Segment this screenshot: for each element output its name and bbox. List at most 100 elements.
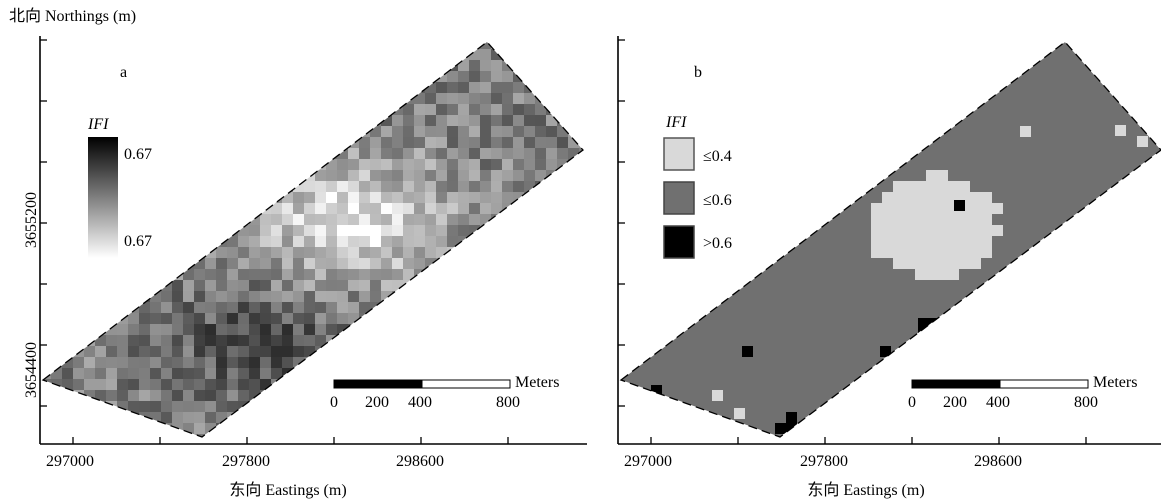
raster-cell [403, 49, 414, 60]
raster-cell [172, 82, 183, 93]
raster-cell [524, 269, 535, 280]
raster-cell [392, 346, 403, 357]
raster-cell [172, 335, 183, 346]
raster-cell [43, 159, 51, 170]
raster-cell [348, 335, 359, 346]
raster-cell [348, 412, 359, 423]
raster-cell [183, 346, 194, 357]
raster-cell [326, 313, 337, 324]
raster-cell [381, 412, 392, 423]
raster-cell [502, 137, 513, 148]
raster-cell [392, 258, 403, 269]
raster-cell [491, 82, 502, 93]
raster-cell [469, 280, 480, 291]
raster-cell [205, 115, 216, 126]
raster-cell [43, 280, 51, 291]
raster-cell [84, 423, 95, 434]
raster-cell [183, 93, 194, 104]
raster-cell [172, 159, 183, 170]
raster-cell [546, 71, 557, 82]
raster-cell [260, 60, 271, 71]
panel-b-legend-swatch-high [663, 225, 695, 259]
raster-cell [315, 60, 326, 71]
raster-cell [425, 170, 436, 181]
raster-cell [579, 412, 583, 423]
raster-cell [557, 49, 568, 60]
raster-cell [469, 423, 480, 434]
raster-cell [480, 313, 491, 324]
raster-cell [260, 71, 271, 82]
raster-cell [904, 181, 915, 192]
raster-cell [249, 291, 260, 302]
raster-cell [403, 280, 414, 291]
panel-a-legend-max-label: 0.67 [124, 146, 152, 163]
raster-cell [458, 42, 469, 49]
raster-cell [403, 192, 414, 203]
raster-cell [194, 49, 205, 60]
raster-cell [73, 192, 84, 203]
raster-cell [106, 313, 117, 324]
raster-cell [282, 42, 293, 49]
raster-cell [381, 225, 392, 236]
raster-cell [403, 335, 414, 346]
raster-cell [84, 71, 95, 82]
raster-cell [513, 313, 524, 324]
raster-cell [458, 148, 469, 159]
raster-cell [227, 71, 238, 82]
raster-cell [161, 247, 172, 258]
raster-cell [480, 368, 491, 379]
raster-cell [205, 148, 216, 159]
raster-cell [447, 401, 458, 412]
raster-cell [392, 49, 403, 60]
raster-cell [139, 423, 150, 434]
raster-cell [414, 93, 425, 104]
raster-cell [227, 225, 238, 236]
raster-cell [918, 329, 929, 340]
raster-cell [249, 357, 260, 368]
raster-cell [62, 49, 73, 60]
raster-cell [557, 247, 568, 258]
raster-cell [282, 60, 293, 71]
raster-cell [238, 126, 249, 137]
panel-a-legend: IFI 0.67 0.67 [87, 116, 152, 258]
raster-cell [436, 126, 447, 137]
raster-cell [172, 60, 183, 71]
raster-cell [183, 401, 194, 412]
raster-cell [194, 126, 205, 137]
raster-cell [491, 247, 502, 258]
raster-cell [315, 42, 326, 49]
raster-cell [414, 324, 425, 335]
raster-cell [73, 313, 84, 324]
raster-cell [403, 313, 414, 324]
raster-cell [150, 258, 161, 269]
raster-cell [381, 71, 392, 82]
raster-cell [480, 60, 491, 71]
raster-cell [161, 148, 172, 159]
raster-cell [524, 181, 535, 192]
raster-cell [238, 280, 249, 291]
raster-cell [436, 313, 447, 324]
raster-cell [249, 302, 260, 313]
raster-cell [491, 368, 502, 379]
panel-a-x-ticks [72, 437, 509, 444]
raster-cell [161, 368, 172, 379]
raster-cell [359, 82, 370, 93]
raster-cell [260, 423, 271, 434]
raster-cell [502, 225, 513, 236]
raster-cell [579, 203, 583, 214]
raster-cell [293, 225, 304, 236]
raster-cell [304, 203, 315, 214]
raster-cell [447, 324, 458, 335]
raster-cell [568, 71, 579, 82]
raster-cell [293, 159, 304, 170]
raster-cell [458, 82, 469, 93]
raster-cell [205, 225, 216, 236]
raster-cell [436, 170, 447, 181]
raster-cell [326, 258, 337, 269]
raster-cell [260, 313, 271, 324]
raster-cell [370, 159, 381, 170]
raster-cell [513, 159, 524, 170]
raster-cell [84, 401, 95, 412]
raster-cell [183, 71, 194, 82]
raster-cell [326, 291, 337, 302]
